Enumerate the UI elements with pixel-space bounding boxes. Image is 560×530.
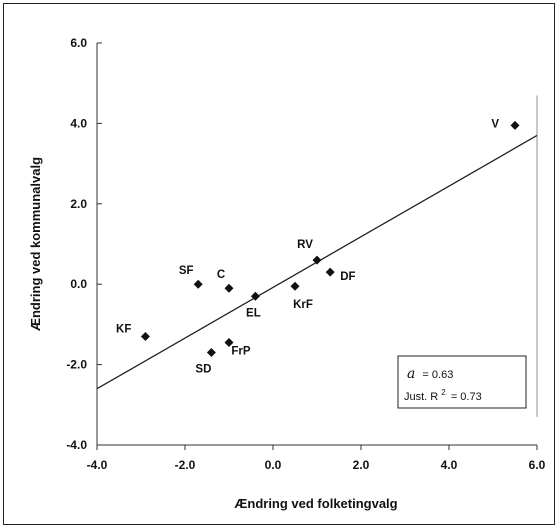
data-point-label: KrF — [293, 299, 313, 311]
data-point — [250, 291, 260, 301]
y-tick-label: 4.0 — [70, 116, 87, 130]
r2-sup: 2 — [441, 388, 446, 397]
data-point-label: SF — [179, 265, 194, 277]
data-point — [193, 279, 203, 289]
x-tick-label: -4.0 — [87, 458, 108, 472]
x-tick-label: 4.0 — [441, 458, 458, 472]
data-point — [224, 283, 234, 293]
data-point-label: FrP — [231, 345, 251, 357]
data-point-label: V — [491, 118, 499, 130]
chart-frame — [3, 3, 555, 525]
data-point — [206, 348, 216, 358]
data-point-label: KF — [116, 323, 131, 335]
y-tick-label: -2.0 — [66, 358, 87, 372]
alpha-value: = 0.63 — [422, 369, 453, 381]
y-tick-label: 0.0 — [70, 277, 87, 291]
r2-prefix: Just. R — [404, 391, 438, 403]
y-tick-label: 2.0 — [70, 197, 87, 211]
data-point — [140, 331, 150, 341]
svg-text:a = 0.63: a = 0.63 — [407, 366, 453, 382]
y-tick-label: 6.0 — [70, 36, 87, 50]
x-tick-label: -2.0 — [175, 458, 196, 472]
data-point — [290, 281, 300, 291]
x-axis-title: Ændring ved folketingvalg — [234, 496, 397, 511]
x-tick-label: 0.0 — [265, 458, 282, 472]
y-tick-label: -4.0 — [66, 438, 87, 452]
svg-text:Just. R 2 = 0.73: Just. R 2 = 0.73 — [404, 386, 482, 403]
data-point-label: SD — [195, 364, 211, 376]
y-axis-title: Ændring ved kommunalvalg — [28, 157, 43, 331]
alpha-symbol: a — [407, 366, 415, 382]
data-point — [325, 267, 335, 277]
data-point — [510, 120, 520, 130]
r2-value: = 0.73 — [451, 391, 482, 403]
data-point-label: C — [217, 269, 225, 281]
data-point-label: DF — [340, 271, 355, 283]
stats-box: a = 0.63 Just. R 2 = 0.73 — [397, 355, 527, 409]
data-point-label: RV — [297, 239, 313, 251]
data-point — [224, 337, 234, 347]
x-tick-label: 2.0 — [353, 458, 370, 472]
data-point-label: EL — [246, 307, 261, 319]
x-tick-label: 6.0 — [529, 458, 546, 472]
data-point — [312, 255, 322, 265]
